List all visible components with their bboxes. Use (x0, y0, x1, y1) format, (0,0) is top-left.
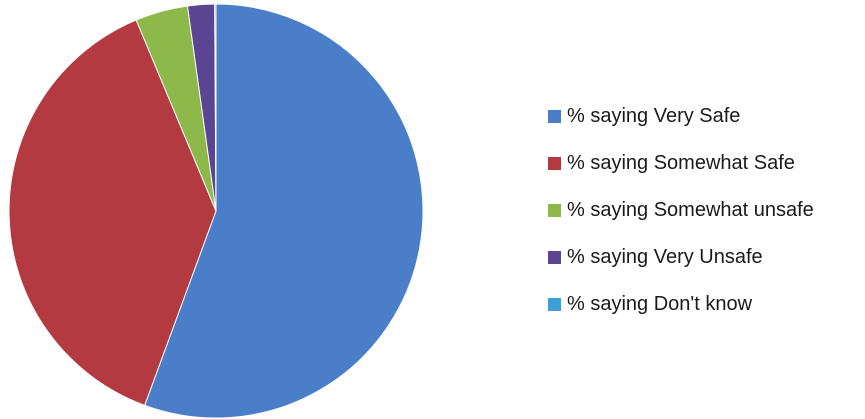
legend-item-very-unsafe: % saying Very Unsafe (548, 245, 814, 269)
legend-item-dont-know: % saying Don't know (548, 292, 814, 316)
legend-label-very-safe: % saying Very Safe (567, 104, 741, 127)
legend-item-somewhat-unsafe: % saying Somewhat unsafe (548, 198, 814, 222)
legend: % saying Very Safe % saying Somewhat Saf… (548, 104, 814, 339)
legend-swatch-somewhat-unsafe (548, 203, 561, 217)
legend-item-somewhat-safe: % saying Somewhat Safe (548, 151, 814, 175)
legend-swatch-dont-know (548, 297, 561, 311)
pie-slice-very-safe (144, 3, 424, 419)
legend-label-somewhat-safe: % saying Somewhat Safe (567, 151, 795, 174)
legend-item-very-safe: % saying Very Safe (548, 104, 814, 128)
legend-swatch-very-safe (548, 109, 561, 123)
legend-label-somewhat-unsafe: % saying Somewhat unsafe (567, 198, 814, 221)
legend-label-very-unsafe: % saying Very Unsafe (567, 245, 763, 268)
pie-slice-dont-know (214, 3, 217, 212)
legend-label-dont-know: % saying Don't know (567, 292, 753, 315)
legend-swatch-very-unsafe (548, 250, 561, 264)
pie-slices (8, 3, 424, 419)
pie-slice-somewhat-safe (8, 19, 217, 406)
legend-swatch-somewhat-safe (548, 156, 561, 170)
